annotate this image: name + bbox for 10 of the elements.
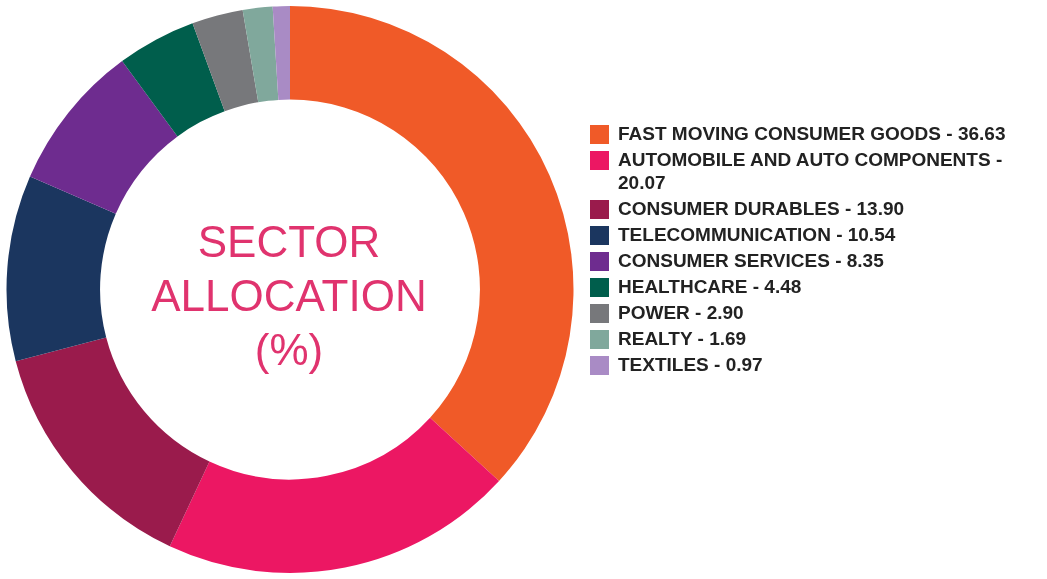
legend-label: POWER - 2.90 <box>618 301 744 324</box>
legend-label: CONSUMER DURABLES - 13.90 <box>618 197 905 220</box>
legend-label: TEXTILES - 0.97 <box>618 353 763 376</box>
legend-label: REALTY - 1.69 <box>618 327 747 350</box>
legend-label: HEALTHCARE - 4.48 <box>618 275 802 298</box>
legend-label: TELECOMMUNICATION - 10.54 <box>618 223 896 246</box>
legend-label: AUTOMOBILE AND AUTO COMPONENTS - 20.07 <box>618 148 1004 194</box>
legend-label: CONSUMER SERVICES - 8.35 <box>618 249 884 272</box>
legend-label: FAST MOVING CONSUMER GOODS - 36.63 <box>618 122 1006 145</box>
text: SECTOR ALLOCATION (%) <box>150 216 428 376</box>
